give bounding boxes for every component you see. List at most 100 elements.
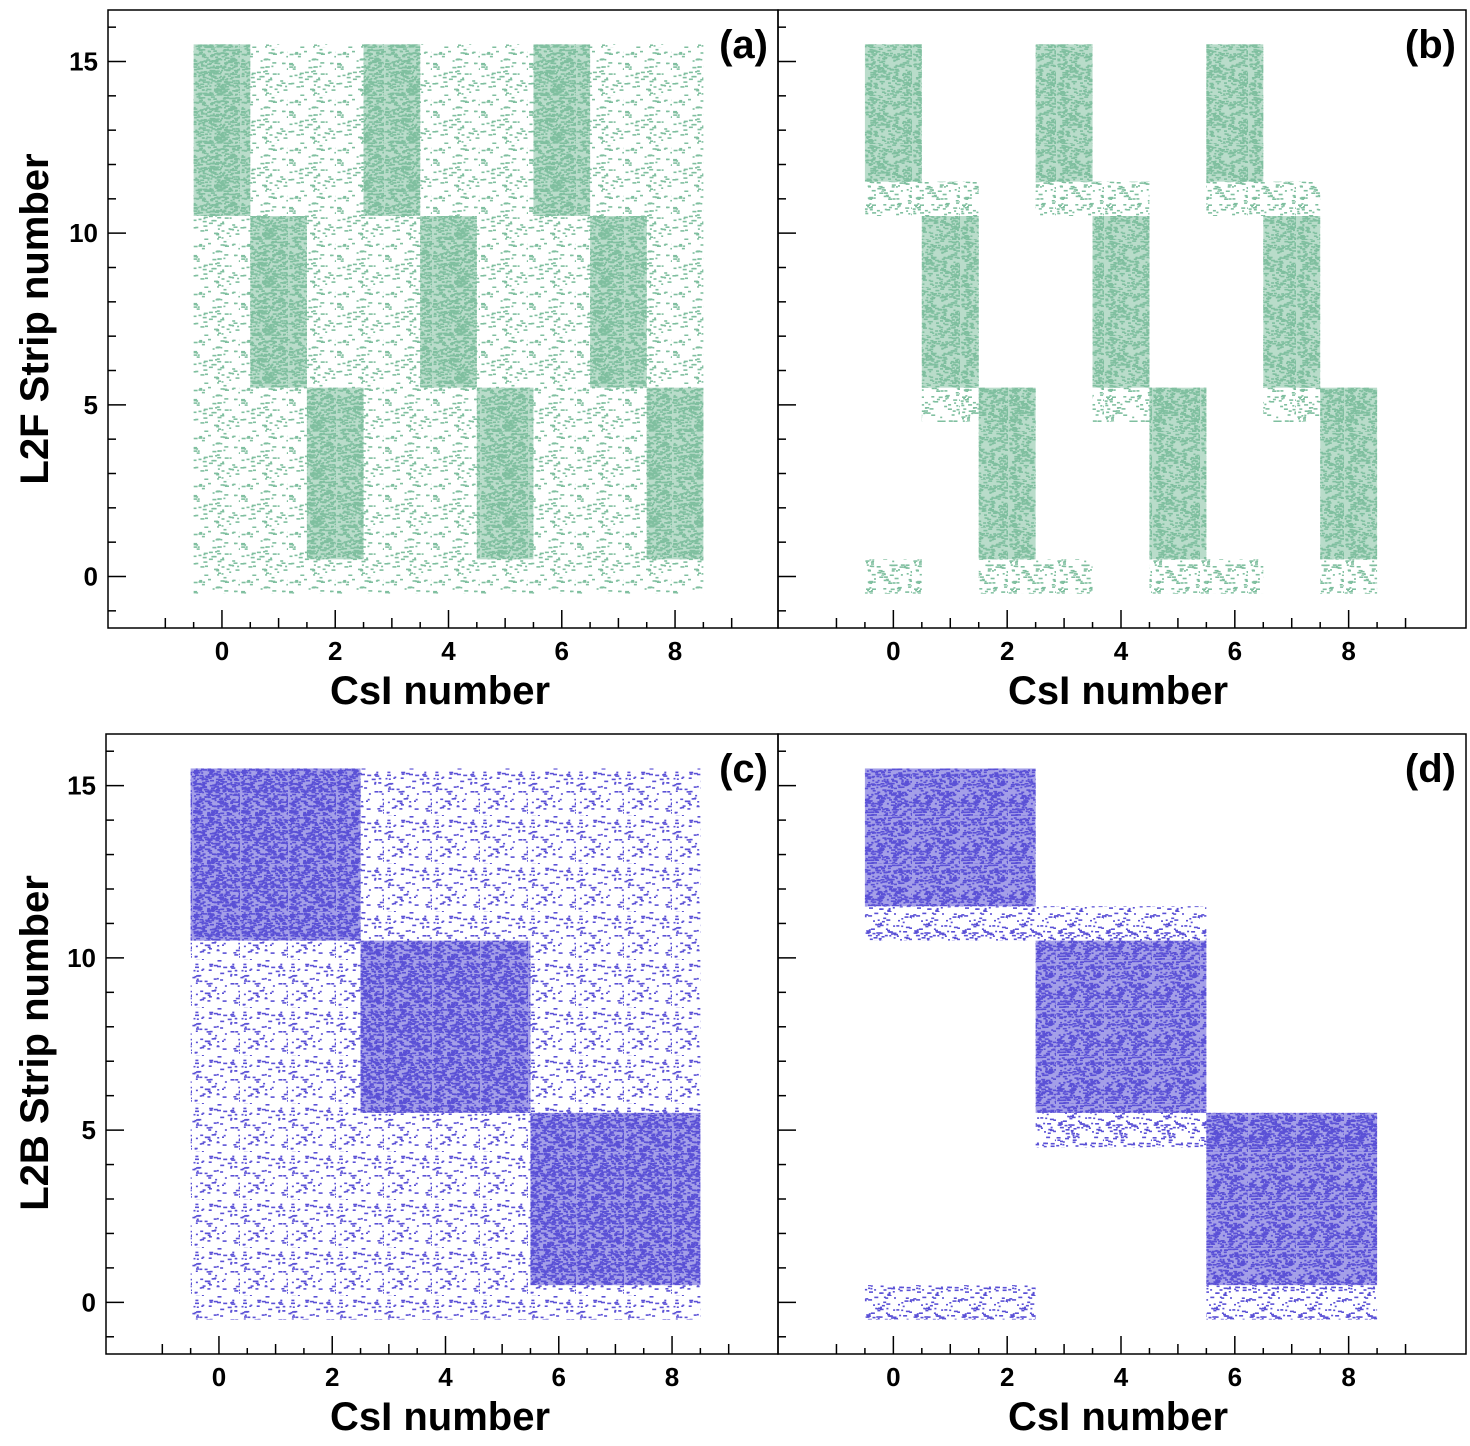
panel-b-ticks [778, 26, 1407, 628]
dense-region [590, 216, 647, 388]
y-tick-label: 15 [69, 47, 98, 77]
panel-label: (c) [719, 747, 768, 791]
dense-region [193, 44, 251, 217]
dense-region [1092, 216, 1150, 388]
sparse-region [864, 1285, 1036, 1320]
x-tick-label: 8 [1341, 636, 1355, 666]
x-axis-title: CsI number [1008, 1395, 1228, 1439]
x-tick-label: 2 [1000, 1362, 1014, 1392]
x-tick-label: 4 [438, 1362, 453, 1392]
sparse-region [1206, 181, 1264, 216]
panel-a-marks [193, 44, 704, 594]
x-tick-label: 4 [1114, 636, 1129, 666]
sparse-region [1035, 559, 1093, 594]
dense-region [306, 387, 364, 560]
sparse-region [1206, 559, 1264, 594]
panel-label: (d) [1405, 747, 1456, 791]
x-tick-label: 0 [212, 1362, 226, 1392]
dense-region [1206, 44, 1264, 182]
x-tick-label: 2 [1000, 636, 1014, 666]
y-tick-label: 10 [69, 218, 98, 248]
sparse-region [1092, 387, 1150, 422]
sparse-region [1263, 181, 1321, 216]
sparse-region [1092, 181, 1150, 216]
panel-c-ticks [106, 750, 730, 1354]
y-tick-label: 0 [84, 562, 98, 592]
panel-d: 0 2 4 6 8 (d) CsI number [777, 733, 1467, 1439]
dense-region [978, 387, 1036, 560]
panel-c-marks [190, 768, 701, 1320]
x-tick-label: 6 [555, 636, 569, 666]
dense-region [1206, 1112, 1378, 1286]
x-axis-title: CsI number [1008, 669, 1228, 713]
x-axis-title: CsI number [330, 669, 550, 713]
x-tick-label: 0 [215, 636, 229, 666]
panel-a: 0 2 4 6 8 0 5 10 15 (a) CsI number L2F S… [13, 9, 779, 713]
sparse-region [921, 181, 979, 216]
dense-region [363, 44, 421, 217]
dense-region [250, 216, 307, 388]
panel-c-x-tick-labels: 0 2 4 6 8 [212, 1362, 680, 1392]
dense-region [530, 1112, 701, 1286]
sparse-region [978, 559, 1036, 594]
panel-b-x-tick-labels: 0 2 4 6 8 [886, 636, 1356, 666]
dense-region [1035, 44, 1093, 182]
x-tick-label: 4 [1114, 1362, 1129, 1392]
x-tick-label: 2 [328, 636, 342, 666]
x-tick-label: 6 [1228, 636, 1242, 666]
y-tick-label: 0 [82, 1287, 96, 1317]
panel-b: 0 2 4 6 8 (b) CsI number [777, 9, 1467, 713]
dense-region [360, 940, 531, 1113]
panel-c-y-tick-labels: 0 5 10 15 [67, 771, 96, 1318]
sparse-region [921, 387, 979, 422]
x-tick-label: 8 [668, 636, 682, 666]
dense-region [1263, 216, 1321, 388]
panel-b-frame [777, 9, 1467, 629]
dense-region [646, 387, 704, 560]
panel-d-x-tick-labels: 0 2 4 6 8 [886, 1362, 1356, 1392]
sparse-region [864, 906, 1036, 941]
sparse-region [1149, 559, 1207, 594]
dense-region [533, 44, 591, 217]
panel-a-y-tick-labels: 0 5 10 15 [69, 47, 98, 592]
y-tick-label: 10 [67, 943, 96, 973]
sparse-region [864, 559, 922, 594]
sparse-region [1035, 906, 1207, 941]
panel-label: (a) [719, 23, 768, 67]
panel-a-ticks [108, 26, 733, 628]
panel-a-x-tick-labels: 0 2 4 6 8 [215, 636, 683, 666]
sparse-region [1035, 1112, 1207, 1148]
panel-d-frame [777, 733, 1467, 1355]
dense-region [1149, 387, 1207, 560]
dense-region [476, 387, 534, 560]
panel-d-ticks [778, 750, 1407, 1354]
x-tick-label: 6 [552, 1362, 566, 1392]
dense-region [1320, 387, 1378, 560]
x-tick-label: 0 [886, 1362, 900, 1392]
sparse-region [1206, 1285, 1378, 1320]
panel-d-marks [864, 768, 1378, 1320]
x-tick-label: 4 [441, 636, 456, 666]
sparse-region [1035, 181, 1093, 216]
dense-region [1035, 940, 1207, 1113]
sparse-region [1263, 387, 1321, 422]
x-tick-label: 0 [886, 636, 900, 666]
dense-region [921, 216, 979, 388]
panel-label: (b) [1405, 23, 1456, 67]
dense-region [190, 768, 361, 941]
x-tick-label: 8 [665, 1362, 679, 1392]
dense-region [864, 44, 922, 182]
x-tick-label: 6 [1228, 1362, 1242, 1392]
panel-b-marks [864, 44, 1378, 594]
y-tick-label: 5 [82, 1115, 96, 1145]
sparse-region [1320, 559, 1378, 594]
sparse-region [864, 181, 922, 216]
y-axis-title: L2B Strip number [13, 875, 57, 1211]
dense-region [420, 216, 477, 388]
x-tick-label: 8 [1341, 1362, 1355, 1392]
panel-c: 0 2 4 6 8 0 5 10 15 (c) CsI number L2B S… [13, 733, 779, 1439]
dense-region [864, 768, 1036, 907]
y-tick-label: 5 [84, 390, 98, 420]
y-tick-label: 15 [67, 771, 96, 801]
